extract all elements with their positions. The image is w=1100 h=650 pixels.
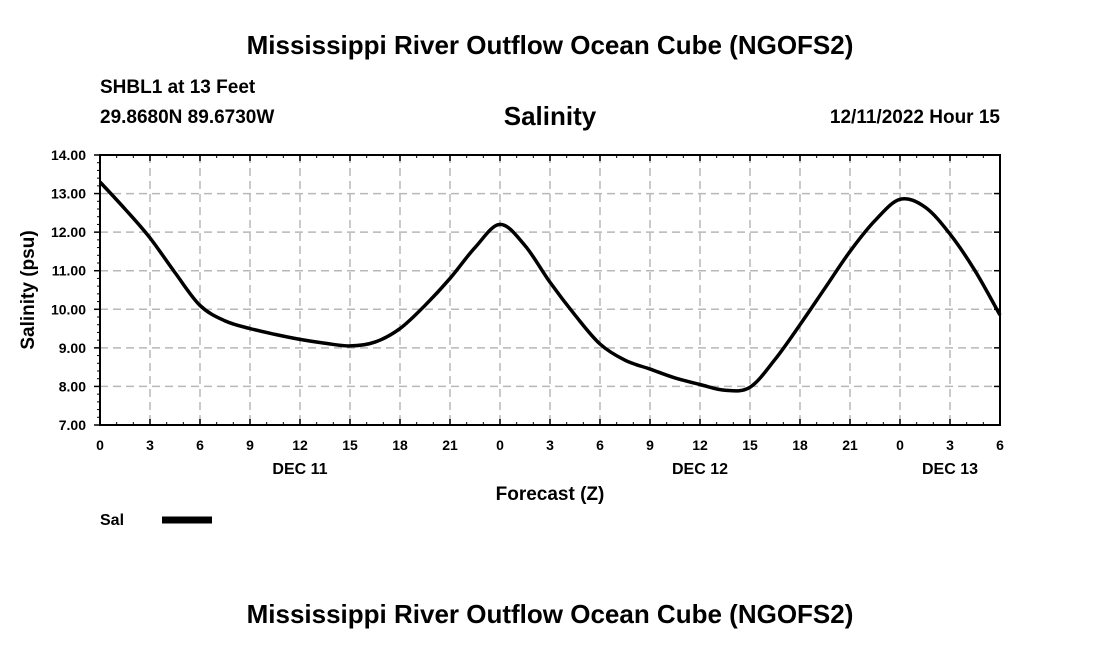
y-tick-label: 10.00 bbox=[51, 301, 86, 317]
x-tick-label: 18 bbox=[792, 437, 808, 453]
grid-lines bbox=[100, 155, 1000, 425]
x-tick-label: 6 bbox=[596, 437, 604, 453]
y-tick-label: 14.00 bbox=[51, 147, 86, 163]
x-tick-label: 0 bbox=[496, 437, 504, 453]
x-tick-label: 3 bbox=[146, 437, 154, 453]
forecast-datetime: 12/11/2022 Hour 15 bbox=[829, 107, 1000, 128]
y-tick-label: 13.00 bbox=[51, 186, 86, 202]
series-layer bbox=[98, 180, 1002, 393]
x-tick-label: 15 bbox=[742, 437, 758, 453]
x-tick-label: 18 bbox=[392, 437, 408, 453]
y-tick-label: 7.00 bbox=[59, 417, 86, 433]
x-tick-label: 0 bbox=[896, 437, 904, 453]
day-label: DEC 11 bbox=[272, 461, 327, 478]
y-tick-label: 11.00 bbox=[52, 263, 86, 279]
x-tick-label: 9 bbox=[246, 437, 254, 453]
x-tick-label: 3 bbox=[946, 437, 954, 453]
day-label: DEC 13 bbox=[922, 461, 978, 478]
day-label: DEC 12 bbox=[672, 461, 728, 478]
coordinates-label: 29.8680N 89.6730W bbox=[100, 107, 275, 128]
x-axis-title: Forecast (Z) bbox=[496, 484, 605, 505]
x-tick-label: 21 bbox=[442, 437, 458, 453]
x-tick-label: 12 bbox=[692, 437, 708, 453]
main-title: Mississippi River Outflow Ocean Cube (NG… bbox=[246, 30, 854, 60]
y-tick-label: 12.00 bbox=[51, 224, 86, 240]
y-axis-title: Salinity (psu) bbox=[18, 230, 39, 349]
footer-title: Mississippi River Outflow Ocean Cube (NG… bbox=[246, 599, 854, 629]
x-tick-label: 6 bbox=[196, 437, 204, 453]
x-tick-label: 0 bbox=[96, 437, 104, 453]
axes: 0 3 6 9 12 15 18 21 0 3 6 9 12 15 18 21 0 3 6 7.00 8.00 9.00 1… bbox=[18, 147, 1004, 505]
y-tick-label: 9.00 bbox=[59, 340, 86, 356]
series-line-sal bbox=[98, 180, 1002, 393]
x-tick-label: 21 bbox=[842, 437, 858, 453]
x-tick-label: 9 bbox=[646, 437, 654, 453]
x-tick-label: 6 bbox=[996, 437, 1004, 453]
x-tick-label: 3 bbox=[546, 437, 554, 453]
y-tick-label: 8.00 bbox=[59, 378, 86, 394]
x-tick-label: 12 bbox=[292, 437, 308, 453]
legend: Sal bbox=[100, 512, 212, 529]
legend-label: Sal bbox=[100, 512, 124, 529]
chart-title: Salinity bbox=[503, 101, 597, 131]
station-label: SHBL1 at 13 Feet bbox=[100, 77, 256, 98]
x-tick-label: 15 bbox=[342, 437, 358, 453]
